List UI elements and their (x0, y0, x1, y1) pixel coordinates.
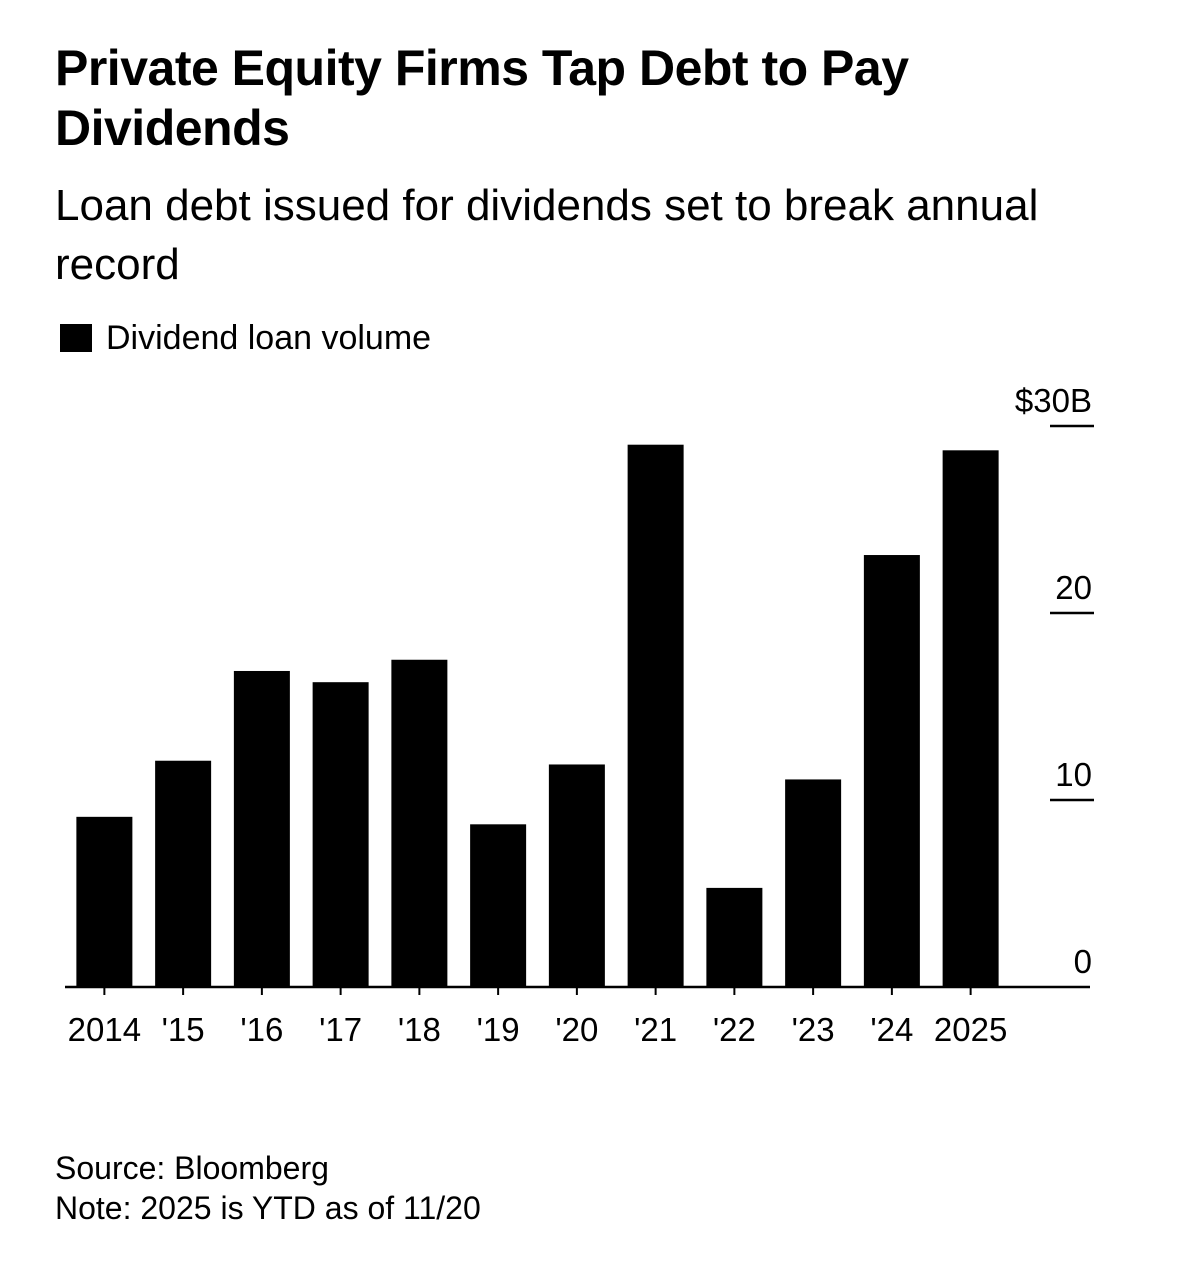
x-tick-label: '18 (398, 1011, 441, 1048)
bar-20 (548, 764, 605, 987)
bar-15 (155, 760, 212, 987)
y-tick-label: 0 (1074, 943, 1092, 980)
x-tick-label: '19 (477, 1011, 520, 1048)
y-tick-label: 20 (1055, 569, 1092, 606)
x-tick-label: 2025 (934, 1011, 1007, 1048)
bar-16 (233, 670, 290, 987)
x-tick-label: '21 (634, 1011, 677, 1048)
x-tick-label: '24 (870, 1011, 913, 1048)
y-tick-label: 10 (1055, 756, 1092, 793)
bar-23 (785, 779, 842, 987)
x-tick-label: '15 (162, 1011, 205, 1048)
bar-2014 (76, 816, 133, 987)
x-tick-label: '20 (555, 1011, 598, 1048)
x-tick-label: '23 (792, 1011, 835, 1048)
footer: Source: Bloomberg Note: 2025 is YTD as o… (55, 1148, 481, 1228)
footnote: Note: 2025 is YTD as of 11/20 (55, 1190, 481, 1226)
y-tick-label: $30B (1015, 382, 1092, 419)
bar-17 (312, 682, 369, 987)
bar-22 (706, 887, 763, 987)
bar-21 (627, 444, 684, 987)
bar-19 (470, 824, 527, 987)
bar-18 (391, 659, 448, 987)
bar-chart: 2014 '15 '16 '17 '18 '19 '20 '21 '22 '23 '24 2025 0 1… (65, 382, 1094, 1048)
x-tick-label: '22 (713, 1011, 756, 1048)
x-tick-label: 2014 (68, 1011, 141, 1048)
x-tick-label: '16 (240, 1011, 283, 1048)
source-note: Source: Bloomberg (55, 1150, 329, 1186)
bar-2025 (942, 450, 999, 987)
chart-subtitle: Loan debt issued for dividends set to br… (55, 181, 1039, 289)
legend: Dividend loan volume (60, 318, 431, 358)
legend-swatch (60, 324, 92, 352)
bar-24 (863, 555, 920, 987)
chart-title: Private Equity Firms Tap Debt to Pay Div… (55, 40, 909, 156)
legend-label: Dividend loan volume (106, 318, 432, 357)
x-tick-label: '17 (319, 1011, 362, 1048)
